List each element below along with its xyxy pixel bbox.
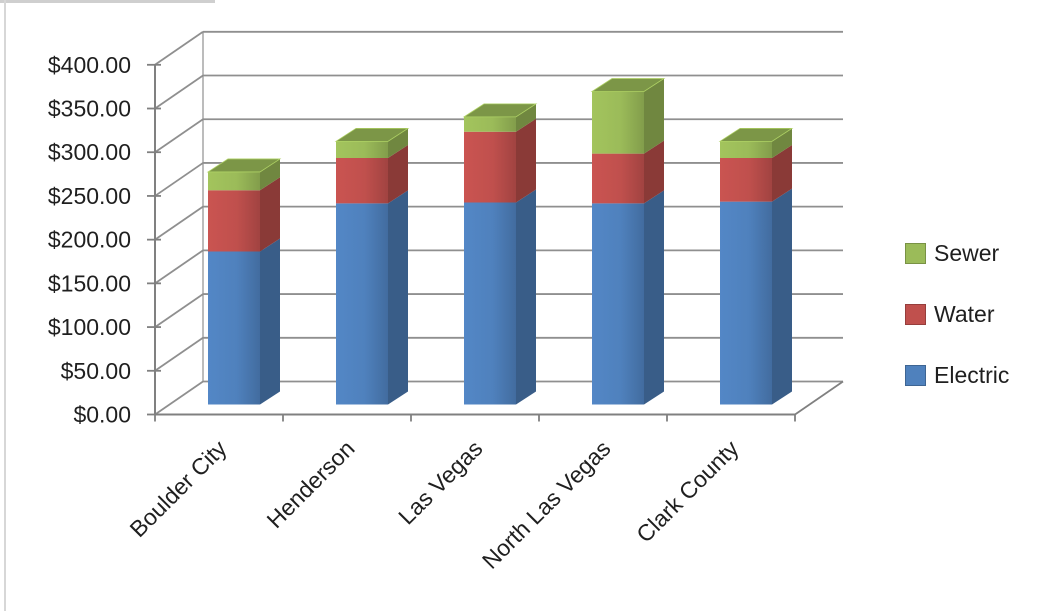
sewer-top-face	[334, 127, 410, 142]
screenshot-top-edge	[0, 0, 215, 3]
y-axis-label: $100.00	[48, 314, 131, 340]
gridline-slant	[154, 162, 204, 197]
legend-item-water: Water	[905, 301, 1009, 328]
water-side-face	[644, 140, 664, 204]
sewer-front-face	[592, 91, 644, 154]
electric-front-face	[336, 203, 388, 405]
sewer-side-face	[388, 128, 408, 158]
gridline-slant	[154, 74, 204, 110]
y-axis-label: $400.00	[48, 52, 131, 78]
electric-front-face	[592, 203, 644, 405]
legend-swatch-water	[905, 304, 926, 325]
bar-henderson	[334, 127, 410, 405]
gridline-slant	[154, 380, 204, 416]
y-axis-label: $300.00	[48, 139, 131, 165]
chart-legend: Sewer Water Electric	[905, 240, 1009, 423]
floor-right-edge	[794, 380, 844, 416]
x-axis-label: Clark County	[631, 435, 744, 548]
sewer-top-face	[718, 127, 794, 142]
electric-side-face	[772, 188, 792, 405]
x-axis-label: North Las Vegas	[477, 435, 616, 574]
x-axis-label: Las Vegas	[393, 435, 487, 529]
sewer-front-face	[720, 141, 772, 158]
water-side-face	[260, 177, 280, 252]
legend-item-sewer: Sewer	[905, 240, 1009, 267]
gridline-slant	[154, 337, 204, 372]
legend-label: Electric	[934, 362, 1010, 388]
legend-item-electric: Electric	[905, 362, 1009, 389]
electric-side-face	[644, 190, 664, 405]
x-axis-label: Boulder City	[125, 435, 232, 542]
electric-front-face	[208, 251, 260, 405]
water-front-face	[208, 190, 260, 252]
y-axis-label: $0.00	[73, 402, 131, 428]
y-axis-label: $250.00	[48, 183, 131, 209]
sewer-side-face	[260, 158, 280, 191]
water-front-face	[592, 153, 644, 204]
bar-las-vegas	[462, 103, 538, 405]
legend-label: Water	[934, 301, 995, 327]
bar-boulder-city	[206, 158, 282, 405]
sewer-front-face	[464, 116, 516, 132]
bar-clark-county	[718, 127, 794, 405]
x-axis-label: Henderson	[262, 435, 360, 533]
gridline-slant	[154, 249, 204, 285]
water-side-face	[516, 118, 536, 203]
gridline-slant	[154, 31, 204, 66]
legend-swatch-electric	[905, 365, 926, 386]
electric-front-face	[720, 201, 772, 405]
sewer-side-face	[772, 128, 792, 158]
bar-north-las-vegas	[590, 78, 666, 405]
sewer-top-face	[590, 78, 666, 92]
gridline-slant	[154, 205, 204, 241]
y-axis-label: $50.00	[61, 358, 131, 384]
electric-side-face	[260, 238, 280, 405]
water-front-face	[336, 157, 388, 204]
sewer-front-face	[208, 171, 260, 191]
sewer-front-face	[336, 141, 388, 158]
screenshot-left-edge	[4, 0, 6, 611]
water-side-face	[772, 144, 792, 202]
sewer-side-face	[516, 103, 536, 132]
electric-side-face	[388, 190, 408, 405]
legend-label: Sewer	[934, 240, 1000, 266]
water-side-face	[388, 144, 408, 204]
y-axis-label: $150.00	[48, 270, 131, 296]
sewer-top-face	[462, 103, 538, 118]
sewer-side-face	[644, 78, 664, 154]
y-axis-label: $200.00	[48, 227, 131, 253]
sewer-top-face	[206, 158, 282, 173]
electric-front-face	[464, 202, 516, 405]
gridline-slant	[154, 293, 204, 328]
legend-swatch-sewer	[905, 243, 926, 264]
gridline-slant	[154, 118, 204, 153]
water-front-face	[720, 157, 772, 202]
electric-side-face	[516, 189, 536, 405]
y-axis-label: $350.00	[48, 96, 131, 122]
water-front-face	[464, 131, 516, 203]
